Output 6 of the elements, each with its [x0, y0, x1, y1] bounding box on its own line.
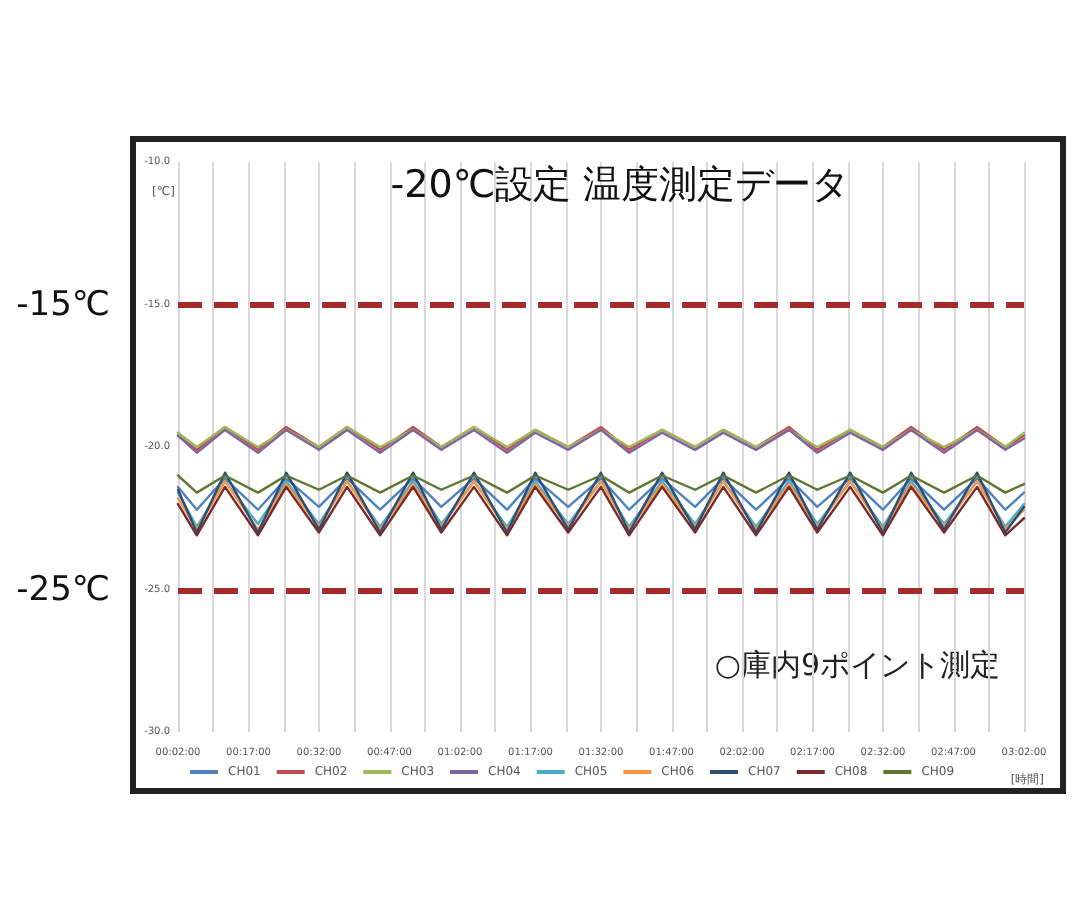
ref-line-label: -25℃: [16, 569, 110, 610]
chart-title: -20℃設定 温度測定データ: [390, 163, 850, 207]
line-series: [176, 471, 1026, 534]
line-series: [176, 477, 1026, 511]
ref-line-label: -15℃: [16, 284, 110, 325]
line-series: [176, 474, 1026, 494]
